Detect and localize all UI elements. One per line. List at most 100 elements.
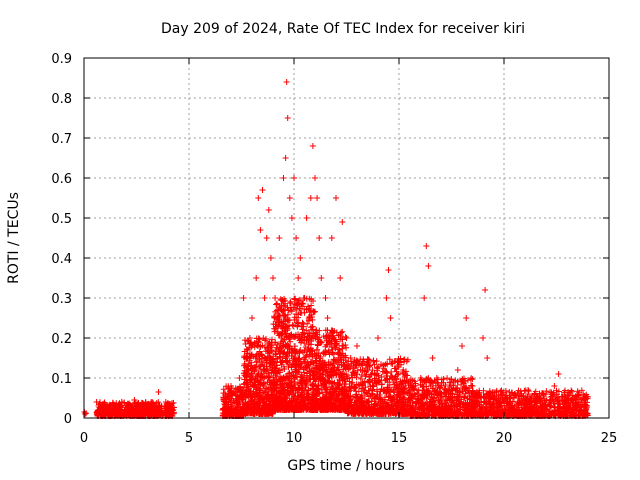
data-point — [248, 397, 255, 404]
data-points — [81, 79, 591, 419]
data-point — [229, 392, 236, 399]
data-point — [137, 401, 144, 408]
data-point — [236, 400, 243, 407]
data-point — [251, 396, 258, 403]
data-point — [234, 392, 241, 399]
data-point — [254, 393, 261, 400]
data-point — [227, 408, 234, 415]
data-point — [233, 386, 240, 393]
data-point — [241, 367, 248, 374]
grid-lines — [84, 58, 609, 418]
data-point — [264, 355, 271, 362]
data-point — [258, 405, 265, 412]
data-point — [252, 363, 259, 370]
data-point — [269, 410, 276, 417]
data-point — [248, 370, 255, 377]
data-point — [242, 373, 249, 380]
data-point — [266, 360, 273, 367]
data-point — [299, 319, 306, 326]
data-point — [259, 381, 266, 388]
data-point — [259, 390, 266, 397]
data-point — [254, 373, 261, 380]
data-point — [388, 368, 395, 375]
data-point — [287, 338, 294, 345]
data-point — [230, 398, 237, 405]
chart-title: Day 209 of 2024, Rate Of TEC Index for r… — [161, 21, 525, 37]
data-point — [146, 411, 153, 418]
data-point — [256, 365, 263, 372]
data-point — [142, 399, 149, 406]
data-point — [261, 395, 268, 402]
data-point — [264, 392, 271, 399]
data-point — [258, 351, 265, 358]
data-point — [251, 378, 258, 385]
data-point — [222, 394, 229, 401]
data-point — [131, 410, 138, 417]
data-point — [220, 390, 227, 397]
data-point — [244, 346, 251, 353]
data-point — [241, 392, 248, 399]
data-point — [121, 407, 128, 414]
data-point — [265, 405, 272, 412]
data-point — [125, 410, 132, 417]
data-point — [249, 405, 256, 412]
data-point — [248, 351, 255, 358]
data-point — [246, 385, 253, 392]
data-point — [273, 355, 280, 362]
data-point — [273, 301, 280, 308]
data-point — [255, 339, 262, 346]
data-point — [163, 409, 170, 416]
data-point — [257, 362, 264, 369]
data-point — [244, 381, 251, 388]
data-point — [242, 400, 249, 407]
data-point — [251, 368, 258, 375]
data-point — [263, 363, 270, 370]
data-point — [300, 300, 307, 307]
data-point — [256, 408, 263, 415]
data-point — [248, 390, 255, 397]
data-point — [256, 357, 263, 364]
data-point — [245, 366, 252, 373]
data-point — [254, 338, 261, 345]
data-point — [260, 409, 267, 416]
data-point — [113, 400, 120, 407]
data-point — [257, 387, 264, 394]
data-point — [249, 341, 256, 348]
data-point — [243, 355, 250, 362]
data-point — [107, 412, 114, 419]
data-point — [234, 409, 241, 416]
data-point — [263, 335, 270, 342]
data-point — [243, 382, 250, 389]
data-point — [246, 357, 253, 364]
data-point — [252, 390, 259, 397]
data-point — [143, 403, 150, 410]
data-point — [261, 354, 268, 361]
data-point — [155, 411, 162, 418]
data-point — [233, 399, 240, 406]
data-point — [263, 373, 270, 380]
data-point — [167, 406, 174, 413]
data-point — [133, 412, 140, 419]
data-point — [257, 373, 264, 380]
data-point — [299, 300, 306, 307]
data-point — [225, 385, 232, 392]
data-point — [168, 412, 175, 419]
data-point — [243, 391, 250, 398]
data-point — [266, 340, 273, 347]
data-point — [260, 335, 267, 342]
data-point — [234, 403, 241, 410]
data-point — [104, 408, 111, 415]
data-point — [260, 366, 267, 373]
data-point — [291, 316, 298, 323]
data-point — [264, 366, 271, 373]
data-point — [114, 410, 121, 417]
data-point — [241, 361, 248, 368]
data-point — [249, 400, 256, 407]
data-point — [252, 384, 259, 391]
data-point — [243, 345, 250, 352]
data-point — [254, 342, 261, 349]
data-point — [309, 382, 316, 389]
data-point — [268, 410, 275, 417]
data-point — [242, 409, 249, 416]
